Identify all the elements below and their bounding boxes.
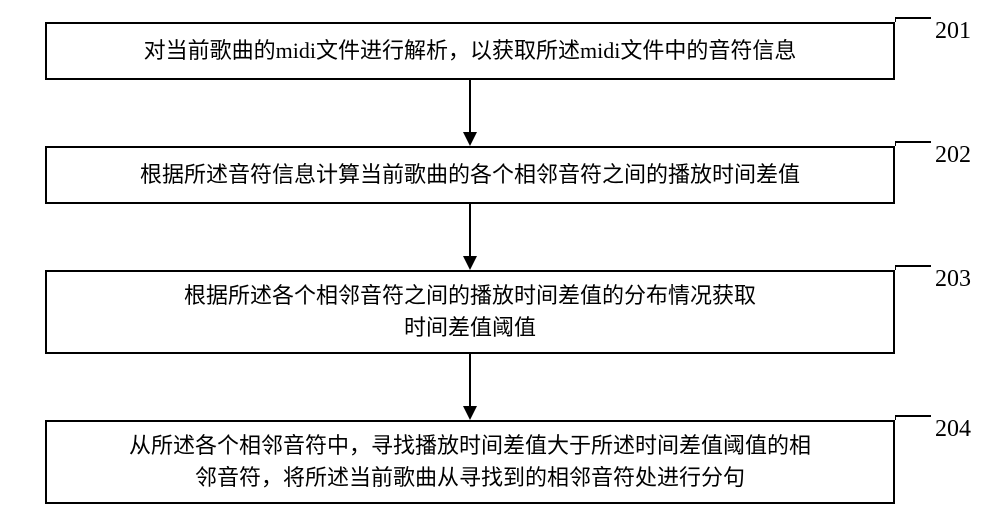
label-connector-3 bbox=[895, 254, 937, 284]
step-label-204: 204 bbox=[935, 416, 971, 443]
label-connector-2 bbox=[895, 130, 937, 160]
label-connector-1 bbox=[895, 6, 937, 36]
flow-step-4: 从所述各个相邻音符中，寻找播放时间差值大于所述时间差值阈值的相邻音符，将所述当前… bbox=[45, 420, 895, 504]
label-connector-4 bbox=[895, 404, 937, 434]
arrow-1 bbox=[455, 80, 485, 146]
step-label-201: 201 bbox=[935, 18, 971, 45]
flow-step-text: 根据所述各个相邻音符之间的播放时间差值的分布情况获取时间差值阈值 bbox=[184, 280, 756, 344]
flow-step-3: 根据所述各个相邻音符之间的播放时间差值的分布情况获取时间差值阈值 bbox=[45, 270, 895, 354]
step-label-202: 202 bbox=[935, 142, 971, 169]
flow-step-2: 根据所述音符信息计算当前歌曲的各个相邻音符之间的播放时间差值 bbox=[45, 146, 895, 204]
flowchart-canvas: 对当前歌曲的midi文件进行解析，以获取所述midi文件中的音符信息 201 根据所… bbox=[0, 0, 1000, 523]
step-label-203: 203 bbox=[935, 266, 971, 293]
flow-step-text: 对当前歌曲的midi文件进行解析，以获取所述midi文件中的音符信息 bbox=[144, 35, 797, 67]
arrow-2 bbox=[455, 204, 485, 270]
arrow-3 bbox=[455, 354, 485, 420]
flow-step-text: 根据所述音符信息计算当前歌曲的各个相邻音符之间的播放时间差值 bbox=[140, 159, 800, 191]
flow-step-text: 从所述各个相邻音符中，寻找播放时间差值大于所述时间差值阈值的相邻音符，将所述当前… bbox=[129, 430, 811, 494]
flow-step-1: 对当前歌曲的midi文件进行解析，以获取所述midi文件中的音符信息 bbox=[45, 22, 895, 80]
